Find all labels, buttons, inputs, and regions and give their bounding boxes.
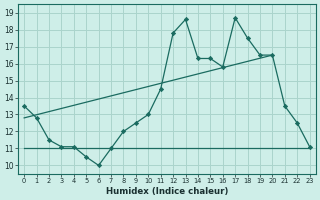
X-axis label: Humidex (Indice chaleur): Humidex (Indice chaleur): [106, 187, 228, 196]
